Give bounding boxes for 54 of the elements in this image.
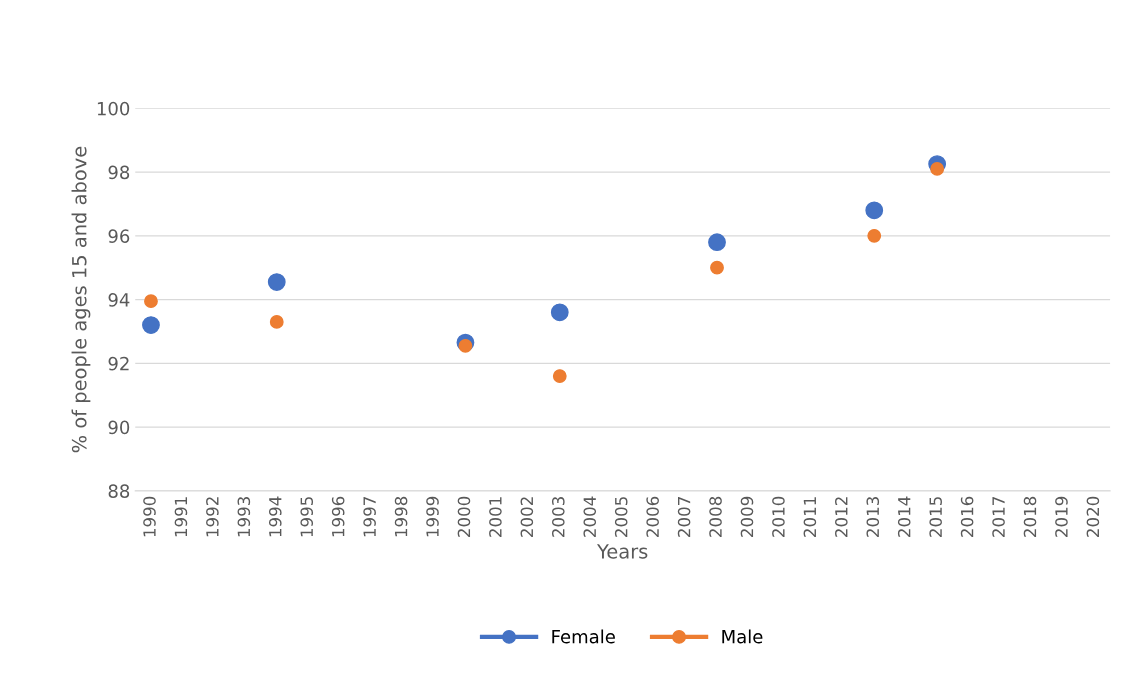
x-tick-label: 2004 bbox=[583, 496, 597, 537]
y-tick-label: 88 bbox=[108, 484, 130, 498]
x-tick-label: 2013 bbox=[866, 497, 880, 537]
x-tick-label: 1992 bbox=[206, 497, 219, 537]
x-tick-label: 1998 bbox=[394, 496, 408, 537]
point bbox=[458, 338, 473, 353]
x-tick-label: 1995 bbox=[300, 497, 314, 537]
x-tick-label: 1997 bbox=[363, 497, 376, 537]
point bbox=[267, 273, 286, 291]
y-axis-title: % of people ages 15 and above bbox=[71, 146, 91, 453]
x-tick-label: 2003 bbox=[552, 497, 565, 537]
y-tick-label: 98 bbox=[108, 165, 130, 180]
x-tick-label: 2012 bbox=[835, 497, 848, 537]
y-tick-label: 96 bbox=[108, 229, 130, 243]
y-tick-label: 100 bbox=[97, 101, 130, 116]
x-tick-label: 2016 bbox=[960, 496, 974, 537]
x-tick-label: 2008 bbox=[709, 496, 722, 537]
point bbox=[552, 369, 567, 383]
x-tick-label: 2017 bbox=[992, 497, 1005, 537]
y-tick-label: 90 bbox=[108, 420, 130, 435]
legend-label: Male bbox=[722, 629, 763, 644]
point bbox=[269, 314, 284, 329]
x-tick-label: 2019 bbox=[1055, 496, 1068, 537]
y-tick-label: 92 bbox=[108, 356, 129, 371]
x-tick-label: 2002 bbox=[520, 497, 534, 537]
x-tick-label: 2006 bbox=[646, 496, 659, 537]
point bbox=[142, 316, 160, 334]
x-tick-label: 1999 bbox=[426, 496, 439, 537]
x-axis-title: Years bbox=[596, 544, 648, 559]
point bbox=[710, 260, 724, 275]
point bbox=[867, 228, 882, 243]
x-tick-label: 2018 bbox=[1023, 496, 1037, 537]
point bbox=[865, 201, 884, 220]
x-tick-label: 2005 bbox=[614, 497, 628, 537]
x-tick-label: 2014 bbox=[897, 496, 911, 537]
point bbox=[708, 233, 726, 252]
point bbox=[550, 303, 569, 322]
x-tick-label: 2001 bbox=[489, 497, 502, 537]
x-tick-label: 1994 bbox=[268, 496, 282, 537]
x-tick-label: 2020 bbox=[1086, 496, 1100, 537]
x-tick-label: 1991 bbox=[174, 497, 188, 537]
x-tick-label: 2010 bbox=[772, 496, 785, 537]
legend-label: Female bbox=[552, 629, 615, 644]
x-tick-label: 2011 bbox=[803, 497, 817, 537]
x-tick-label: 1990 bbox=[143, 496, 156, 537]
x-tick-label: 2007 bbox=[677, 497, 691, 537]
point bbox=[144, 294, 158, 309]
x-tick-label: 2015 bbox=[929, 497, 942, 537]
x-tick-label: 2009 bbox=[740, 496, 754, 537]
x-tick-label: 1996 bbox=[331, 496, 345, 537]
y-tick-label: 94 bbox=[108, 293, 130, 307]
point bbox=[930, 161, 945, 176]
x-tick-label: 2000 bbox=[457, 496, 471, 537]
x-tick-label: 1993 bbox=[237, 497, 251, 537]
